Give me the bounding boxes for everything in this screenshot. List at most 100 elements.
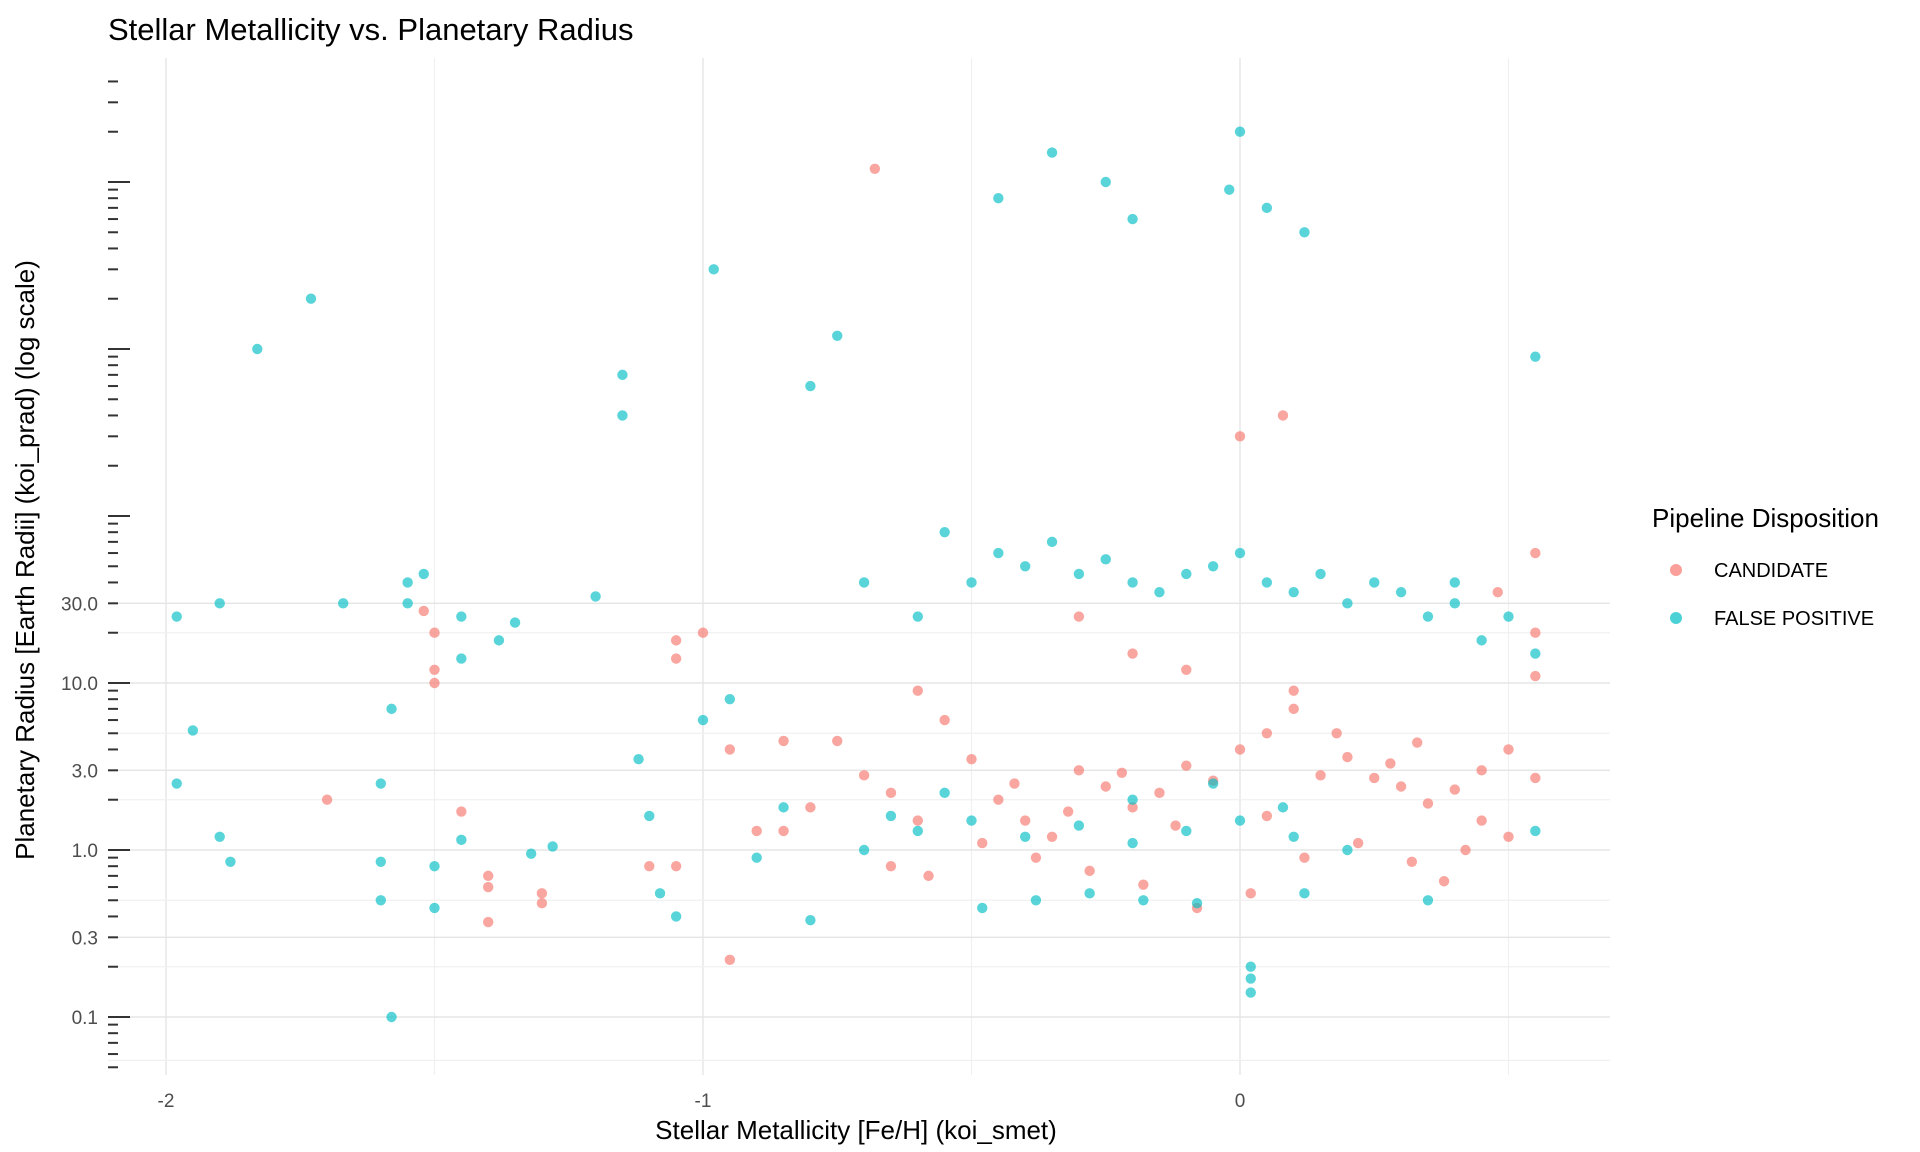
data-point	[1503, 611, 1514, 622]
data-point	[1261, 202, 1273, 214]
data-point	[993, 794, 1004, 805]
data-point	[536, 888, 548, 899]
data-point	[1261, 577, 1273, 588]
data-point	[670, 635, 682, 646]
data-point	[1019, 831, 1031, 842]
data-point	[1288, 703, 1299, 715]
data-point	[939, 787, 950, 799]
data-point	[939, 714, 950, 726]
data-point	[724, 744, 736, 755]
data-point	[429, 627, 440, 638]
y-tick-label: 10.0	[61, 674, 98, 695]
data-point	[1288, 586, 1299, 598]
data-point	[456, 806, 467, 817]
data-point	[483, 916, 494, 928]
data-point	[1530, 825, 1541, 837]
data-point	[1234, 815, 1246, 826]
data-point	[418, 568, 429, 580]
chart-title: Stellar Metallicity vs. Planetary Radius	[108, 12, 633, 47]
y-tick-label: 0.1	[72, 1008, 98, 1029]
data-point	[590, 591, 601, 602]
data-point	[1181, 825, 1192, 837]
data-point	[1530, 627, 1541, 638]
data-point	[225, 856, 236, 867]
data-point	[456, 834, 467, 846]
data-point	[977, 837, 988, 849]
data-point	[214, 831, 225, 842]
data-point	[966, 577, 977, 588]
data-point	[1245, 987, 1256, 998]
data-point	[252, 343, 263, 355]
data-point	[654, 888, 666, 899]
data-point	[1342, 844, 1353, 856]
legend-title: Pipeline Disposition	[1652, 503, 1879, 533]
data-point	[993, 192, 1004, 204]
data-point	[321, 794, 333, 805]
data-point	[1261, 728, 1273, 739]
data-point	[633, 753, 644, 765]
data-point	[912, 815, 923, 826]
data-point	[1234, 126, 1246, 137]
legend-swatch	[1670, 564, 1682, 576]
data-point	[805, 380, 816, 392]
data-point	[1342, 598, 1353, 609]
points-layer	[171, 126, 1541, 1023]
data-point	[1449, 784, 1461, 795]
data-point	[670, 653, 682, 664]
data-point	[697, 627, 709, 638]
data-point	[1234, 547, 1246, 559]
data-point	[1288, 685, 1299, 696]
data-point	[977, 902, 988, 914]
data-point	[1299, 227, 1310, 238]
data-point	[1422, 895, 1434, 906]
data-point	[429, 860, 440, 872]
data-point	[1299, 888, 1310, 899]
data-point	[1127, 837, 1138, 849]
data-point	[1476, 815, 1487, 826]
data-point	[536, 898, 548, 909]
data-point	[1438, 876, 1450, 887]
data-point	[493, 635, 505, 646]
data-point	[1395, 586, 1407, 598]
y-axis-ticks: 0.1 0.3 1.0 3.0 10.0 30.0	[61, 80, 130, 1069]
data-point	[1277, 410, 1289, 421]
data-point	[1315, 568, 1326, 580]
data-point	[1127, 802, 1138, 813]
data-point	[375, 856, 386, 867]
data-point	[912, 825, 923, 837]
data-point	[171, 778, 182, 789]
data-point	[1245, 973, 1256, 984]
x-tick-label: -1	[695, 1091, 712, 1112]
data-point	[1154, 787, 1165, 799]
data-point	[1019, 561, 1031, 572]
data-point	[1503, 744, 1514, 755]
data-point	[1073, 820, 1085, 831]
legend-label: FALSE POSITIVE	[1714, 608, 1874, 630]
data-point	[966, 753, 977, 765]
data-point	[1073, 765, 1085, 776]
data-point	[1127, 794, 1138, 805]
data-point	[751, 825, 762, 837]
data-point	[912, 611, 923, 622]
data-point	[697, 714, 709, 726]
data-point	[1181, 760, 1192, 771]
data-point	[1234, 431, 1246, 442]
data-point	[1009, 778, 1020, 789]
legend: Pipeline Disposition CANDIDATE FALSE POSI…	[1652, 503, 1879, 630]
x-tick-label: 0	[1235, 1091, 1246, 1112]
data-point	[1170, 820, 1181, 831]
data-point	[1084, 865, 1095, 877]
data-point	[1369, 772, 1380, 784]
data-point	[386, 1011, 397, 1023]
data-point	[805, 802, 816, 813]
data-point	[386, 703, 397, 715]
data-point	[429, 902, 440, 914]
data-point	[483, 881, 494, 893]
data-point	[939, 526, 950, 538]
data-point	[1476, 635, 1487, 646]
data-point	[509, 617, 521, 628]
data-point	[1530, 351, 1541, 362]
data-point	[858, 844, 870, 856]
data-point	[805, 914, 816, 926]
y-tick-label: 1.0	[72, 841, 98, 862]
